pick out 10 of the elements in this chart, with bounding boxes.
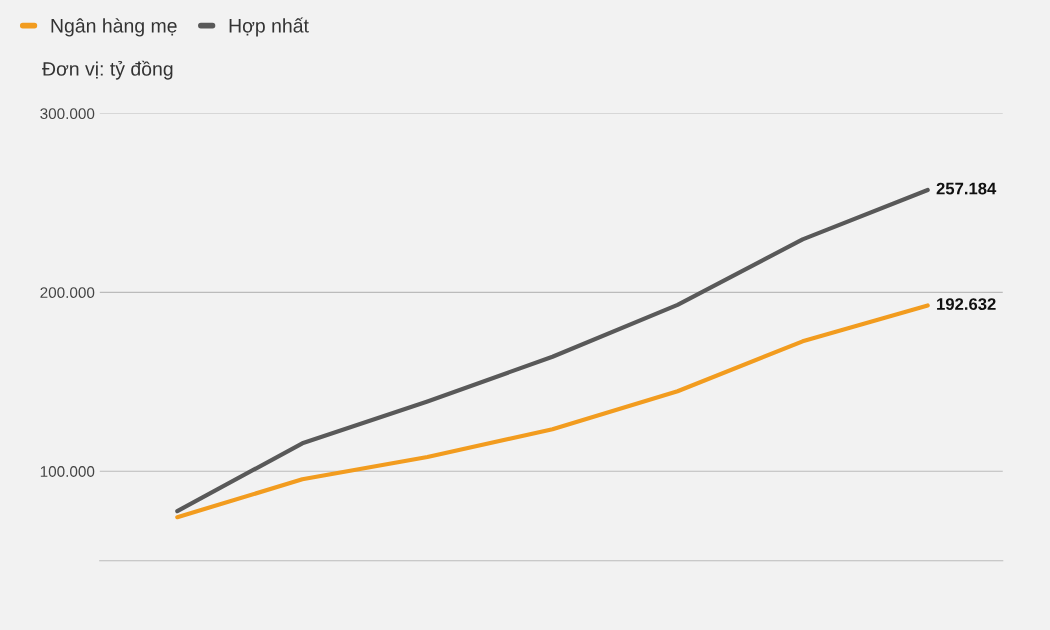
data-label: 257.184: [936, 182, 997, 195]
line-series: [175, 187, 930, 514]
y-tick-label: 200.000: [40, 287, 95, 299]
y-tick-label: 100.000: [40, 466, 95, 477]
data-label: 192.632: [937, 298, 996, 310]
line-series: [175, 303, 930, 520]
legend-label: Ngân hàng mẹ: [51, 18, 177, 37]
legend-label: Hợp nhất: [229, 17, 309, 37]
y-tick-label: 300.000: [40, 108, 95, 120]
y-axis-title: Đơn vị: tỷ đồng: [42, 60, 173, 80]
